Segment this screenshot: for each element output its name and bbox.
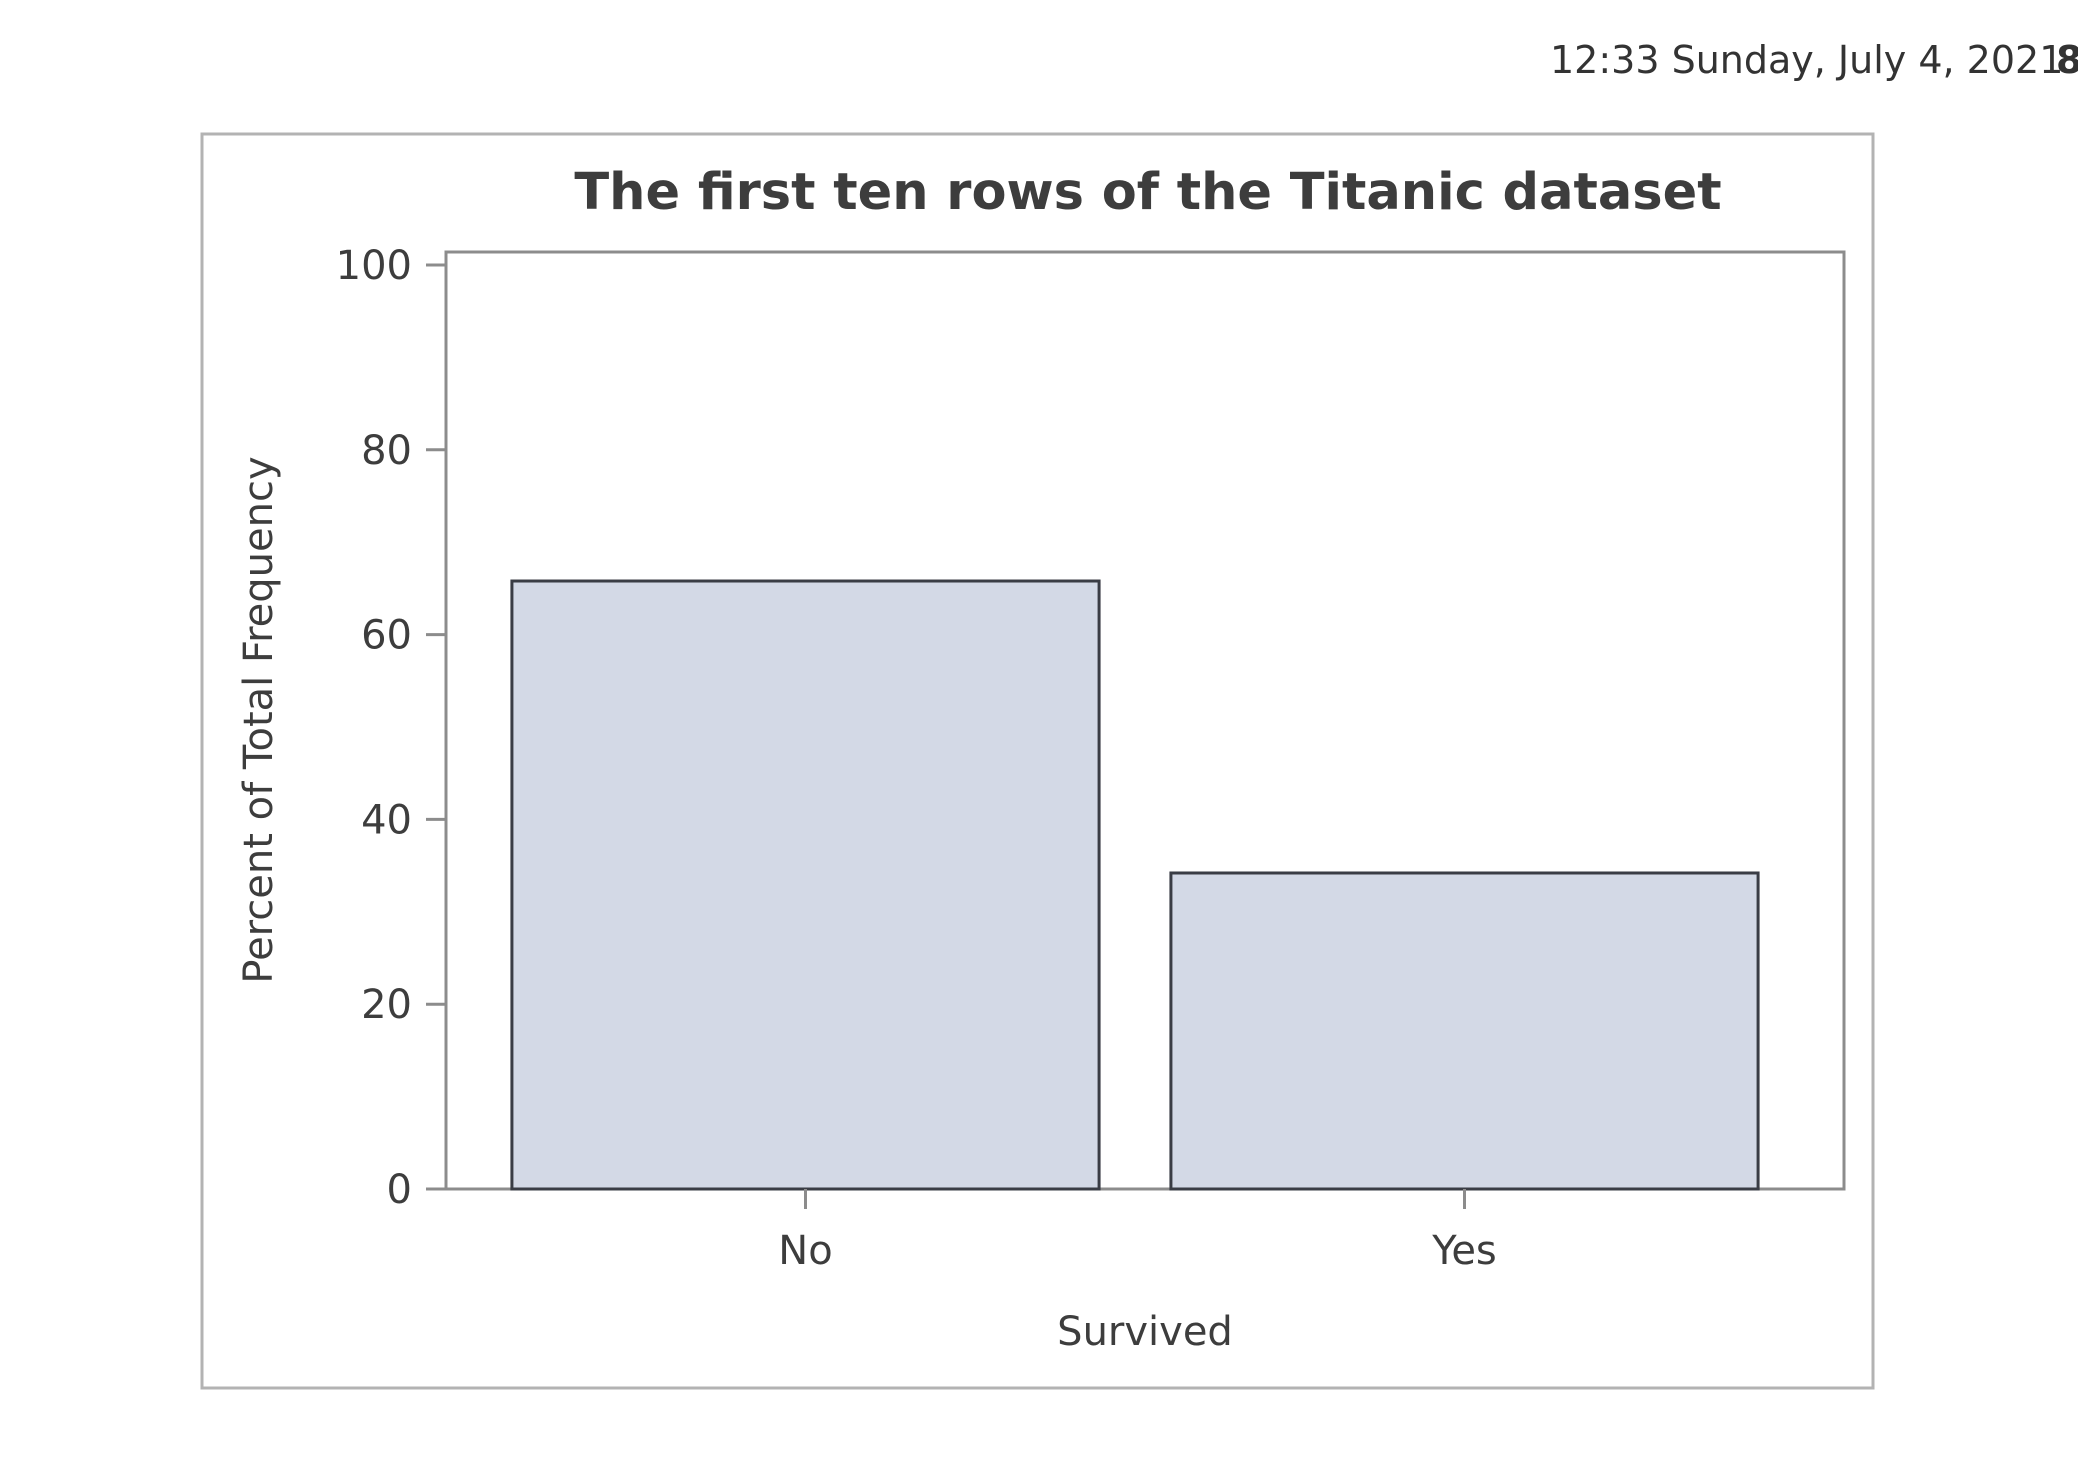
chart-title: The first ten rows of the Titanic datase… (574, 163, 1721, 222)
chart-frame (200, 132, 1875, 1390)
bar-no (510, 579, 1101, 1191)
y-axis: 0 20 40 60 80 100 (336, 243, 446, 1213)
header-datetime: 12:33 Sunday, July 4, 2021 (1550, 38, 2064, 82)
y-tick-label: 40 (361, 797, 412, 843)
x-axis-label: Survived (1057, 1309, 1233, 1355)
y-tick-label: 80 (361, 428, 412, 474)
x-tick-label: No (778, 1228, 832, 1274)
bars-group (510, 579, 1760, 1191)
bar-yes (1169, 871, 1760, 1191)
y-tick-label: 60 (361, 613, 412, 659)
y-tick-label: 0 (387, 1167, 412, 1213)
y-axis-label: Percent of Total Frequency (236, 456, 282, 983)
page-header: 12:33 Sunday, July 4, 2021 8 (1380, 38, 2078, 98)
header-page-number: 8 (2056, 38, 2078, 82)
y-tick-label: 100 (336, 243, 412, 289)
x-axis: No Yes (778, 1189, 1497, 1274)
x-tick-label: Yes (1431, 1228, 1497, 1274)
y-tick-label: 20 (361, 982, 412, 1028)
